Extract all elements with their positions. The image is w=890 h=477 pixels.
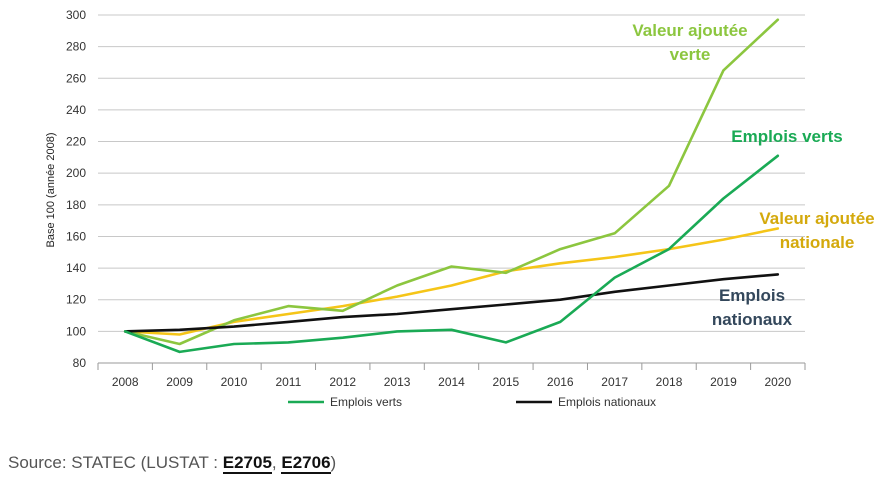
source-link-e2706[interactable]: E2706 (281, 453, 331, 474)
annotation-label: Emplois verts (731, 127, 843, 146)
x-tick-label: 2017 (601, 375, 628, 389)
line-chart: 80 100 120 140 160 180 200 220 240 260 280 300 2008… (45, 8, 875, 409)
y-tick-label: 200 (66, 166, 86, 180)
y-tick-label: 220 (66, 135, 86, 149)
y-tick-label: 140 (66, 261, 86, 275)
y-axis-label: Base 100 (année 2008) (45, 133, 57, 248)
x-tick-label: 2012 (329, 375, 356, 389)
y-axis: 80 100 120 140 160 180 200 220 240 260 280 300 (66, 8, 86, 370)
y-tick-label: 180 (66, 198, 86, 212)
x-tick-label: 2011 (275, 375, 301, 389)
x-axis: 2008 2009 2010 2011 2012 2013 2014 2015 2016 2017… (97, 362, 806, 389)
y-tick-label: 260 (66, 71, 86, 85)
x-tick-label: 2015 (493, 375, 520, 389)
source-suffix: ) (330, 453, 337, 472)
annotation-label: Valeur ajoutée (632, 21, 747, 40)
y-tick-label: 80 (73, 356, 87, 370)
source-link-e2705[interactable]: E2705 (222, 453, 272, 474)
series-line (123, 273, 780, 333)
y-tick-label: 120 (66, 293, 86, 307)
annotation-label: Valeur ajoutée (759, 209, 874, 228)
x-tick-label: 2013 (384, 375, 411, 389)
x-tick-label: 2018 (656, 375, 683, 389)
y-tick-label: 240 (66, 103, 86, 117)
annotation-label: nationaux (712, 310, 793, 329)
x-tick-label: 2016 (547, 375, 574, 389)
y-tick-label: 100 (66, 324, 86, 338)
annotation-label: nationale (780, 233, 855, 252)
series-line (123, 18, 780, 346)
x-tick-label: 2010 (221, 375, 248, 389)
annotations: Valeur ajoutée verte Emplois verts Valeur a… (632, 21, 874, 329)
y-tick-label: 160 (66, 229, 86, 243)
legend: Emplois verts Emplois nationaux (288, 395, 656, 409)
y-tick-label: 300 (66, 8, 86, 22)
source-note: Source: STATEC (LUSTAT : E2705, E2706) (8, 453, 337, 474)
x-tick-label: 2019 (710, 375, 737, 389)
grid-lines (98, 14, 805, 364)
source-prefix: Source: STATEC (LUSTAT : (8, 453, 223, 472)
x-tick-label: 2014 (438, 375, 465, 389)
legend-label: Emplois nationaux (558, 395, 656, 409)
x-tick-label: 2009 (166, 375, 193, 389)
series-line (123, 227, 780, 336)
x-tick-label: 2008 (112, 375, 139, 389)
series-line (123, 154, 780, 354)
source-separator: , (271, 453, 282, 472)
legend-label: Emplois verts (330, 395, 402, 409)
annotation-label: Emplois (719, 286, 785, 305)
y-tick-label: 280 (66, 40, 86, 54)
annotation-label: verte (670, 45, 711, 64)
x-tick-label: 2020 (764, 375, 791, 389)
series-lines (123, 18, 780, 354)
